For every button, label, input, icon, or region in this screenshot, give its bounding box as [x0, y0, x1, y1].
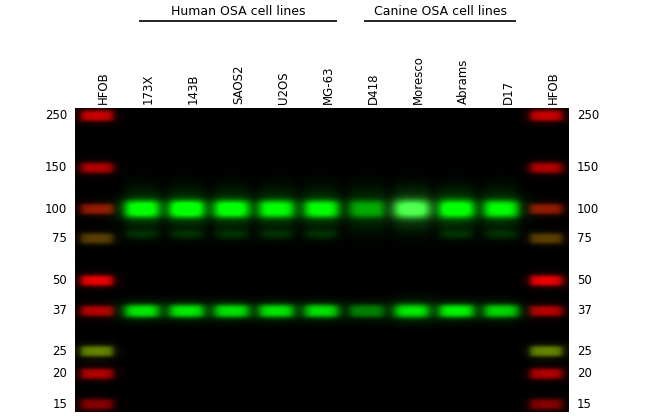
Text: 50: 50: [577, 274, 592, 287]
Text: Abrams: Abrams: [456, 59, 469, 104]
Text: Human OSA cell lines: Human OSA cell lines: [171, 5, 306, 18]
Text: 37: 37: [53, 305, 68, 317]
Text: 250: 250: [45, 109, 68, 122]
Text: 100: 100: [45, 203, 68, 215]
Text: Canine OSA cell lines: Canine OSA cell lines: [374, 5, 507, 18]
Text: 143B: 143B: [187, 74, 200, 104]
Text: SAOS2: SAOS2: [232, 64, 245, 104]
Text: U2OS: U2OS: [277, 71, 290, 104]
Text: 20: 20: [53, 367, 68, 380]
Text: 173X: 173X: [142, 74, 155, 104]
Text: 15: 15: [577, 398, 592, 411]
Text: 50: 50: [53, 274, 68, 287]
Text: 250: 250: [577, 109, 599, 122]
Text: 150: 150: [577, 161, 599, 174]
Text: 25: 25: [53, 344, 68, 358]
Text: 75: 75: [53, 232, 68, 245]
Text: 20: 20: [577, 367, 592, 380]
Text: D418: D418: [367, 72, 380, 104]
Text: 15: 15: [53, 398, 68, 411]
Text: 100: 100: [577, 203, 599, 215]
Text: 37: 37: [577, 305, 592, 317]
Text: 25: 25: [577, 344, 592, 358]
Text: D17: D17: [502, 80, 515, 104]
Text: Moresco: Moresco: [411, 55, 424, 104]
Text: 75: 75: [577, 232, 592, 245]
Text: HFOB: HFOB: [97, 71, 110, 104]
Text: MG-63: MG-63: [322, 65, 335, 104]
Text: HFOB: HFOB: [547, 71, 560, 104]
Text: 150: 150: [45, 161, 68, 174]
